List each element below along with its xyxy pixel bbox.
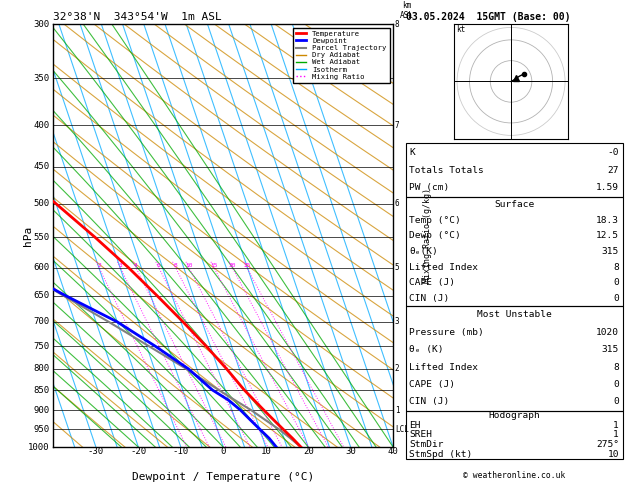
Text: 10: 10 — [186, 263, 192, 268]
Text: CIN (J): CIN (J) — [409, 294, 450, 303]
Text: 550: 550 — [33, 233, 50, 242]
Text: LCL: LCL — [395, 425, 409, 434]
Text: 30: 30 — [345, 447, 356, 456]
Text: 8: 8 — [395, 20, 399, 29]
Text: 1000: 1000 — [28, 443, 50, 451]
Text: 6: 6 — [395, 199, 399, 208]
Text: Temp (°C): Temp (°C) — [409, 216, 461, 225]
Text: 1: 1 — [613, 421, 619, 430]
Text: 0: 0 — [613, 278, 619, 287]
Text: 2: 2 — [97, 263, 101, 268]
Legend: Temperature, Dewpoint, Parcel Trajectory, Dry Adiabat, Wet Adiabat, Isotherm, Mi: Temperature, Dewpoint, Parcel Trajectory… — [292, 28, 389, 83]
Text: 400: 400 — [33, 121, 50, 130]
Text: 600: 600 — [33, 263, 50, 272]
Text: CIN (J): CIN (J) — [409, 398, 450, 406]
Text: 40: 40 — [387, 447, 399, 456]
Text: 12.5: 12.5 — [596, 231, 619, 241]
Text: 15: 15 — [210, 263, 218, 268]
Text: 3: 3 — [118, 263, 122, 268]
Text: 1: 1 — [613, 431, 619, 439]
Text: 2: 2 — [395, 364, 399, 373]
Text: 0: 0 — [613, 294, 619, 303]
Text: 27: 27 — [608, 166, 619, 174]
Text: CAPE (J): CAPE (J) — [409, 278, 455, 287]
Text: -20: -20 — [130, 447, 147, 456]
Text: 1020: 1020 — [596, 328, 619, 337]
Text: 8: 8 — [174, 263, 177, 268]
Text: 315: 315 — [602, 345, 619, 354]
Text: θₑ (K): θₑ (K) — [409, 345, 444, 354]
Text: 0: 0 — [613, 380, 619, 389]
Text: 450: 450 — [33, 162, 50, 171]
Text: -0: -0 — [608, 148, 619, 157]
Text: 315: 315 — [602, 247, 619, 256]
Text: 20: 20 — [303, 447, 314, 456]
Text: θₑ(K): θₑ(K) — [409, 247, 438, 256]
Text: 900: 900 — [33, 406, 50, 415]
Text: 03.05.2024  15GMT (Base: 00): 03.05.2024 15GMT (Base: 00) — [406, 12, 571, 22]
Text: © weatheronline.co.uk: © weatheronline.co.uk — [464, 471, 565, 480]
Text: SREH: SREH — [409, 431, 433, 439]
Text: 0: 0 — [221, 447, 226, 456]
Text: 950: 950 — [33, 425, 50, 434]
Text: 275°: 275° — [596, 440, 619, 449]
Text: 20: 20 — [228, 263, 236, 268]
Text: 800: 800 — [33, 364, 50, 373]
Text: 650: 650 — [33, 291, 50, 300]
Text: 10: 10 — [608, 450, 619, 459]
Text: 4: 4 — [134, 263, 138, 268]
Text: EH: EH — [409, 421, 421, 430]
Text: StmSpd (kt): StmSpd (kt) — [409, 450, 473, 459]
Text: Mixing Ratio (g/kg): Mixing Ratio (g/kg) — [423, 188, 431, 283]
Text: 850: 850 — [33, 385, 50, 395]
Text: km
ASL: km ASL — [400, 0, 414, 20]
Text: 10: 10 — [260, 447, 271, 456]
Text: kt: kt — [456, 25, 465, 34]
Text: Dewp (°C): Dewp (°C) — [409, 231, 461, 241]
Text: 1: 1 — [395, 406, 399, 415]
Text: PW (cm): PW (cm) — [409, 183, 450, 192]
Text: hPa: hPa — [23, 226, 33, 246]
Text: 6: 6 — [157, 263, 160, 268]
Text: Lifted Index: Lifted Index — [409, 363, 479, 372]
Text: 500: 500 — [33, 199, 50, 208]
Text: StmDir: StmDir — [409, 440, 444, 449]
Text: 25: 25 — [243, 263, 251, 268]
Text: Dewpoint / Temperature (°C): Dewpoint / Temperature (°C) — [132, 472, 314, 483]
Text: 18.3: 18.3 — [596, 216, 619, 225]
Text: -10: -10 — [173, 447, 189, 456]
Text: Totals Totals: Totals Totals — [409, 166, 484, 174]
Text: Most Unstable: Most Unstable — [477, 311, 552, 319]
Text: 5: 5 — [395, 263, 399, 272]
Text: 3: 3 — [395, 317, 399, 327]
Text: 1.59: 1.59 — [596, 183, 619, 192]
Text: 750: 750 — [33, 342, 50, 350]
Text: 32°38'N  343°54'W  1m ASL: 32°38'N 343°54'W 1m ASL — [53, 12, 222, 22]
Text: -30: -30 — [88, 447, 104, 456]
Text: Lifted Index: Lifted Index — [409, 262, 479, 272]
Text: CAPE (J): CAPE (J) — [409, 380, 455, 389]
Text: 0: 0 — [613, 398, 619, 406]
Text: Surface: Surface — [494, 200, 534, 209]
Text: K: K — [409, 148, 415, 157]
Text: 7: 7 — [395, 121, 399, 130]
Text: 700: 700 — [33, 317, 50, 327]
Text: 8: 8 — [613, 363, 619, 372]
Text: 300: 300 — [33, 20, 50, 29]
Text: Pressure (mb): Pressure (mb) — [409, 328, 484, 337]
Text: Hodograph: Hodograph — [488, 411, 540, 420]
Text: 8: 8 — [613, 262, 619, 272]
Text: 350: 350 — [33, 74, 50, 83]
